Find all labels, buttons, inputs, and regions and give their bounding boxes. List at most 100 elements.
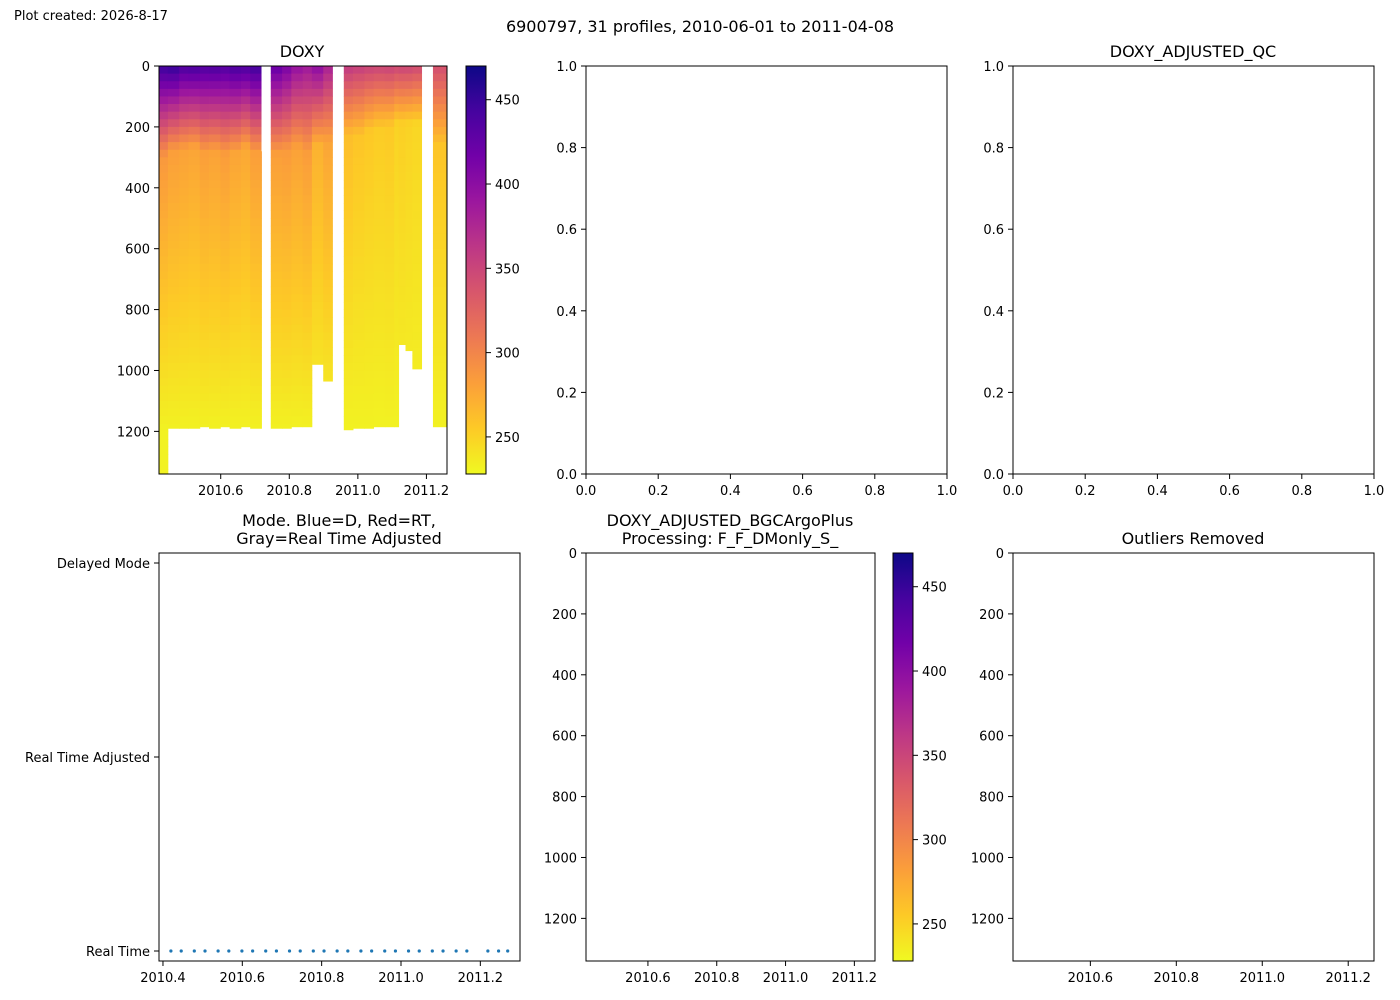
mode-point xyxy=(454,949,458,953)
doxy-cell xyxy=(343,164,354,173)
doxy-cell xyxy=(405,233,413,242)
doxy-cell xyxy=(167,218,180,227)
doxy-cell xyxy=(270,400,283,409)
empty-ytick-label: 1.0 xyxy=(556,60,577,75)
doxy-y-ticks: 0 200 400 600 800 1000 1200 xyxy=(117,60,159,440)
doxy-cell xyxy=(270,416,283,425)
doxy-cell xyxy=(373,104,386,113)
doxy-cell xyxy=(311,149,324,158)
doxy-cell xyxy=(179,104,189,113)
plot-created-label: Plot created: 2026-8-17 xyxy=(14,9,168,24)
doxy-cell xyxy=(405,172,413,181)
doxy-cell xyxy=(432,195,448,204)
doxy-cell xyxy=(270,149,283,158)
doxy-cell xyxy=(343,210,354,219)
doxy-cell xyxy=(311,241,324,250)
doxy-cell xyxy=(229,203,242,212)
doxy-cell xyxy=(188,248,201,257)
doxy-cell xyxy=(353,81,365,90)
doxy-cell xyxy=(384,423,395,428)
doxy-cell xyxy=(302,294,313,303)
doxy-cell xyxy=(188,324,201,333)
doxy-cell xyxy=(398,96,406,105)
mode-point xyxy=(370,949,374,953)
doxy-cell xyxy=(394,393,400,402)
doxy-cell xyxy=(179,423,189,429)
doxy-cell xyxy=(250,195,262,204)
doxy-cell xyxy=(188,225,201,234)
doxy-cell xyxy=(323,294,333,303)
doxy-cell xyxy=(398,187,406,196)
doxy-cell xyxy=(179,393,189,402)
doxy-cell xyxy=(373,157,386,166)
doxy-cell xyxy=(188,218,201,227)
doxy-cell xyxy=(199,164,210,173)
doxy-cell xyxy=(405,119,413,128)
doxy-cell xyxy=(250,111,262,120)
doxy-cell xyxy=(405,324,413,333)
doxy-cell xyxy=(199,423,210,428)
doxy-cell xyxy=(311,203,324,212)
doxy-cell xyxy=(240,355,251,364)
doxy-cell xyxy=(250,134,262,143)
doxy-cell xyxy=(188,241,201,250)
outliers-ytick-label: 800 xyxy=(979,791,1004,806)
doxy-cell xyxy=(373,294,386,303)
doxy-cell xyxy=(188,73,201,82)
doxy-cell xyxy=(209,256,221,265)
doxy-cell xyxy=(159,416,169,425)
doxy-cell xyxy=(167,248,180,257)
doxy-cell xyxy=(159,393,169,402)
doxy-cell xyxy=(353,73,365,82)
doxy-cell xyxy=(384,96,395,105)
doxy-cell xyxy=(412,294,423,303)
doxy-cell xyxy=(199,340,210,349)
doxy-cell xyxy=(323,187,333,196)
doxy-cell xyxy=(179,378,189,387)
doxy-cell xyxy=(291,248,304,257)
doxy-cell xyxy=(199,203,210,212)
doxy-cell xyxy=(240,119,251,128)
doxy-cell xyxy=(343,233,354,242)
doxy-cell xyxy=(282,301,292,310)
doxy-cell xyxy=(432,66,448,75)
empty-ytick-label: 0.6 xyxy=(556,223,577,238)
doxy-cell xyxy=(412,96,423,105)
doxy-cell xyxy=(291,225,304,234)
empty-xtick-label: 0.2 xyxy=(648,484,669,499)
panel-doxy: DOXY 2010.6 2010.8 2011.0 2011.2 0 200 400 600… xyxy=(117,42,520,499)
doxy-cell xyxy=(302,88,313,97)
doxy-cell xyxy=(323,134,333,143)
empty-ytick-label: 0.4 xyxy=(556,305,577,320)
doxy-cell xyxy=(291,416,304,425)
doxy-cell xyxy=(405,126,413,135)
doxy-cell xyxy=(209,210,221,219)
doxy-cell xyxy=(229,225,242,234)
doxy-cell xyxy=(364,256,375,265)
doxy-cell xyxy=(343,195,354,204)
doxy-cell xyxy=(270,104,283,113)
doxy-cell xyxy=(220,164,231,173)
doxy-cell xyxy=(353,180,365,189)
doxy-cell xyxy=(270,362,283,371)
doxy-cell xyxy=(167,233,180,242)
doxy-cell xyxy=(373,218,386,227)
empty-xtick-label: 0.4 xyxy=(720,484,741,499)
doxy-cell xyxy=(188,393,201,402)
doxy-cell xyxy=(270,73,283,82)
doxy-cell xyxy=(240,279,251,288)
doxy-cell xyxy=(343,119,354,128)
doxy-cell xyxy=(167,172,180,181)
doxy-cell xyxy=(209,126,221,135)
doxy-cell xyxy=(412,301,423,310)
doxy-cell xyxy=(343,172,354,181)
doxy-cell xyxy=(353,210,365,219)
doxy-cell xyxy=(432,393,448,402)
doxy-cell xyxy=(240,126,251,135)
bgc-colorbar-tick-label: 300 xyxy=(922,834,947,849)
doxy-cell xyxy=(343,149,354,158)
mode-point xyxy=(406,949,411,953)
doxy-cell xyxy=(167,157,180,166)
doxy-cell xyxy=(209,172,221,181)
doxy-cell xyxy=(384,203,395,212)
